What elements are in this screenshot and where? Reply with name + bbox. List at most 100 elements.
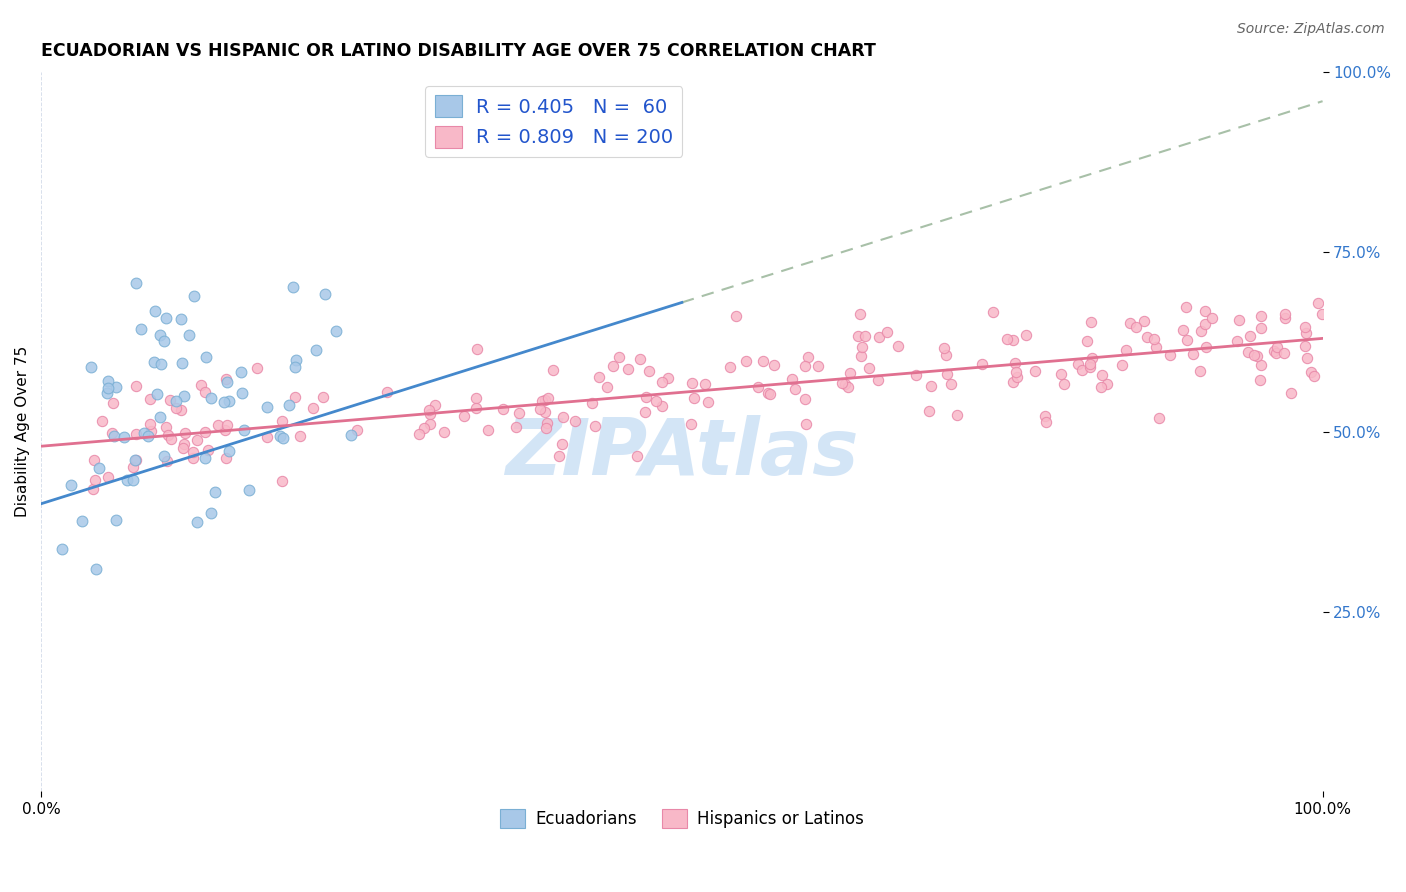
- Hispanics or Latinos: [1159, 348, 1181, 362]
- Hispanics or Latinos: [302, 401, 325, 415]
- Hispanics or Latinos: [284, 391, 307, 405]
- Hispanics or Latinos: [679, 417, 702, 432]
- Ecuadorians: [51, 542, 73, 557]
- Hispanics or Latinos: [834, 376, 856, 391]
- Hispanics or Latinos: [553, 409, 575, 424]
- Ecuadorians: [132, 425, 155, 440]
- Hispanics or Latinos: [1067, 357, 1090, 371]
- Hispanics or Latinos: [97, 469, 120, 483]
- Hispanics or Latinos: [1004, 356, 1026, 370]
- Hispanics or Latinos: [1191, 324, 1213, 338]
- Hispanics or Latinos: [718, 360, 741, 375]
- Hispanics or Latinos: [467, 342, 489, 356]
- Hispanics or Latinos: [215, 450, 238, 465]
- Hispanics or Latinos: [159, 392, 181, 407]
- Hispanics or Latinos: [1274, 310, 1296, 325]
- Ecuadorians: [232, 423, 254, 437]
- Ecuadorians: [284, 353, 307, 368]
- Hispanics or Latinos: [534, 392, 557, 407]
- Hispanics or Latinos: [887, 339, 910, 353]
- Hispanics or Latinos: [91, 414, 114, 428]
- Ecuadorians: [80, 360, 103, 375]
- Hispanics or Latinos: [138, 392, 160, 406]
- Ecuadorians: [153, 334, 176, 348]
- Hispanics or Latinos: [1310, 307, 1333, 321]
- Legend: Ecuadorians, Hispanics or Latinos: Ecuadorians, Hispanics or Latinos: [494, 803, 870, 835]
- Ecuadorians: [218, 444, 240, 458]
- Hispanics or Latinos: [747, 380, 769, 394]
- Ecuadorians: [104, 380, 127, 394]
- Hispanics or Latinos: [782, 372, 804, 386]
- Hispanics or Latinos: [651, 375, 673, 389]
- Hispanics or Latinos: [628, 352, 651, 367]
- Ecuadorians: [170, 312, 193, 326]
- Hispanics or Latinos: [617, 361, 640, 376]
- Ecuadorians: [103, 429, 125, 443]
- Hispanics or Latinos: [1081, 351, 1104, 365]
- Hispanics or Latinos: [807, 359, 830, 373]
- Hispanics or Latinos: [1135, 330, 1157, 344]
- Hispanics or Latinos: [837, 380, 859, 394]
- Hispanics or Latinos: [1175, 333, 1198, 347]
- Hispanics or Latinos: [634, 390, 657, 404]
- Ecuadorians: [186, 515, 208, 529]
- Hispanics or Latinos: [981, 304, 1004, 318]
- Hispanics or Latinos: [1175, 300, 1198, 314]
- Hispanics or Latinos: [270, 475, 292, 489]
- Hispanics or Latinos: [155, 420, 177, 434]
- Hispanics or Latinos: [423, 398, 446, 412]
- Hispanics or Latinos: [935, 348, 957, 362]
- Hispanics or Latinos: [173, 436, 195, 450]
- Hispanics or Latinos: [596, 380, 619, 394]
- Hispanics or Latinos: [1225, 334, 1247, 349]
- Hispanics or Latinos: [946, 408, 969, 422]
- Hispanics or Latinos: [1050, 367, 1073, 381]
- Hispanics or Latinos: [181, 445, 204, 459]
- Ecuadorians: [231, 385, 253, 400]
- Hispanics or Latinos: [1246, 349, 1268, 363]
- Hispanics or Latinos: [1239, 329, 1261, 343]
- Ecuadorians: [112, 430, 135, 444]
- Hispanics or Latinos: [751, 353, 773, 368]
- Ecuadorians: [200, 391, 222, 405]
- Hispanics or Latinos: [1076, 334, 1098, 348]
- Hispanics or Latinos: [868, 330, 890, 344]
- Hispanics or Latinos: [1052, 377, 1074, 392]
- Ecuadorians: [194, 350, 217, 364]
- Ecuadorians: [340, 428, 363, 442]
- Hispanics or Latinos: [858, 361, 880, 376]
- Hispanics or Latinos: [1007, 370, 1029, 384]
- Hispanics or Latinos: [1111, 358, 1133, 372]
- Ecuadorians: [172, 356, 194, 370]
- Hispanics or Latinos: [170, 403, 193, 417]
- Hispanics or Latinos: [551, 437, 574, 451]
- Hispanics or Latinos: [1001, 376, 1024, 390]
- Hispanics or Latinos: [288, 428, 311, 442]
- Hispanics or Latinos: [607, 350, 630, 364]
- Hispanics or Latinos: [794, 417, 817, 432]
- Hispanics or Latinos: [197, 443, 219, 458]
- Hispanics or Latinos: [1149, 411, 1171, 425]
- Hispanics or Latinos: [157, 428, 180, 442]
- Hispanics or Latinos: [375, 384, 398, 399]
- Hispanics or Latinos: [1078, 357, 1101, 371]
- Ecuadorians: [173, 389, 195, 403]
- Ecuadorians: [129, 322, 152, 336]
- Hispanics or Latinos: [160, 432, 183, 446]
- Hispanics or Latinos: [796, 351, 818, 365]
- Hispanics or Latinos: [125, 379, 148, 393]
- Ecuadorians: [125, 276, 148, 290]
- Hispanics or Latinos: [1080, 315, 1102, 329]
- Hispanics or Latinos: [408, 426, 430, 441]
- Hispanics or Latinos: [588, 370, 610, 384]
- Hispanics or Latinos: [312, 390, 335, 404]
- Hispanics or Latinos: [530, 394, 553, 409]
- Y-axis label: Disability Age Over 75: Disability Age Over 75: [15, 346, 30, 517]
- Hispanics or Latinos: [783, 382, 806, 396]
- Hispanics or Latinos: [1188, 364, 1211, 378]
- Hispanics or Latinos: [214, 372, 236, 386]
- Hispanics or Latinos: [346, 423, 368, 437]
- Hispanics or Latinos: [934, 341, 956, 355]
- Hispanics or Latinos: [83, 473, 105, 487]
- Hispanics or Latinos: [529, 401, 551, 416]
